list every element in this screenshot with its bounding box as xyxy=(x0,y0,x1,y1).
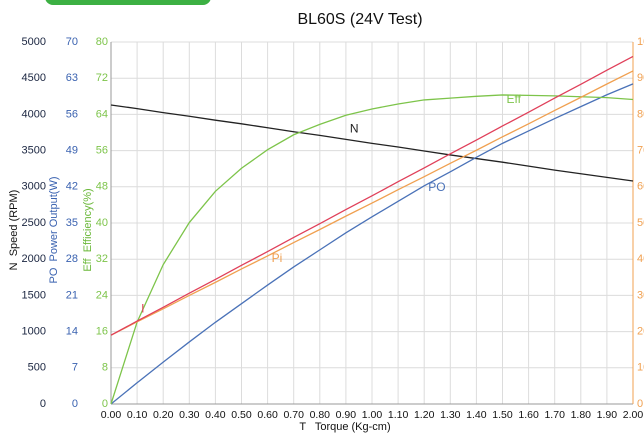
po-tick-label: 21 xyxy=(66,289,78,301)
series-line xyxy=(110,55,634,336)
y2-tick-label: 50 xyxy=(637,217,644,229)
po-tick-label: 42 xyxy=(66,181,78,193)
series-label: PO xyxy=(428,180,445,194)
series-label: I xyxy=(141,301,144,315)
x-tick-label: 0.20 xyxy=(153,409,174,421)
y-tick-label: 1000 xyxy=(22,326,46,338)
eff-tick-label: 56 xyxy=(96,145,108,157)
x-tick-label: 0.80 xyxy=(310,409,331,421)
eff-tick-label: 8 xyxy=(102,362,108,374)
x-tick-label: 0.40 xyxy=(205,409,226,421)
series-line xyxy=(110,70,634,336)
y-tick-label: 500 xyxy=(28,362,46,374)
y-tick-label: 3500 xyxy=(22,145,46,157)
y-axis-title: N Speed (RPM) xyxy=(8,190,20,271)
x-tick-label: 1.20 xyxy=(414,409,435,421)
y-tick-label: 4000 xyxy=(22,108,46,120)
x-tick-label: 1.10 xyxy=(388,409,409,421)
po-tick-label: 7 xyxy=(72,362,78,374)
y2-tick-label: 20 xyxy=(637,326,644,338)
eff-tick-label: 0 xyxy=(102,398,108,410)
series-line xyxy=(110,94,634,405)
eff-tick-label: 16 xyxy=(96,326,108,338)
po-tick-label: 35 xyxy=(66,217,78,229)
y2-tick-label: 100 xyxy=(637,36,644,48)
series-label: Eff xyxy=(507,92,522,106)
y-tick-label: 2500 xyxy=(22,217,46,229)
y-tick-label: 0 xyxy=(40,398,46,410)
y2-tick-label: 70 xyxy=(637,145,644,157)
x-tick-label: 0.70 xyxy=(283,409,304,421)
x-tick-label: 1.00 xyxy=(362,409,383,421)
y2-tick-label: 30 xyxy=(637,289,644,301)
y-tick-label: 4500 xyxy=(22,72,46,84)
po-tick-label: 14 xyxy=(66,326,78,338)
y2-tick-label: 90 xyxy=(637,72,644,84)
eff-tick-label: 40 xyxy=(96,217,108,229)
x-tick-label: 0.00 xyxy=(101,409,122,421)
eff-tick-label: 32 xyxy=(96,253,108,265)
y-tick-label: 1500 xyxy=(22,289,46,301)
y2-tick-label: 80 xyxy=(637,108,644,120)
po-tick-label: 70 xyxy=(66,36,78,48)
x-tick-label: 0.60 xyxy=(257,409,278,421)
series-line xyxy=(110,104,634,182)
x-tick-label: 0.90 xyxy=(336,409,357,421)
po-tick-label: 56 xyxy=(66,108,78,120)
x-tick-label: 0.30 xyxy=(179,409,200,421)
series-label: N xyxy=(350,122,359,136)
x-tick-label: 1.60 xyxy=(518,409,539,421)
series-line xyxy=(110,83,634,405)
x-tick-label: 1.30 xyxy=(440,409,461,421)
x-tick-label: 1.40 xyxy=(466,409,487,421)
eff-tick-label: 24 xyxy=(96,289,108,301)
y-tick-label: 3000 xyxy=(22,181,46,193)
y-tick-label: 2000 xyxy=(22,253,46,265)
chart-title: BL60S (24V Test) xyxy=(297,11,422,28)
x-tick-label: 1.90 xyxy=(597,409,618,421)
y2-tick-label: 10 xyxy=(637,362,644,374)
po-tick-label: 49 xyxy=(66,145,78,157)
header-button xyxy=(45,0,211,5)
po-tick-label: 63 xyxy=(66,72,78,84)
x-axis-title: T Torque (Kg-cm) xyxy=(299,421,390,433)
po-tick-label: 0 xyxy=(72,398,78,410)
y2-tick-label: 40 xyxy=(637,253,644,265)
eff-axis-title: Eff Efficiency(%) xyxy=(82,188,94,271)
x-tick-label: 1.80 xyxy=(571,409,592,421)
eff-tick-label: 48 xyxy=(96,181,108,193)
y2-tick-label: 60 xyxy=(637,181,644,193)
x-tick-label: 0.10 xyxy=(127,409,148,421)
x-tick-label: 1.70 xyxy=(544,409,565,421)
po-tick-label: 28 xyxy=(66,253,78,265)
x-tick-label: 1.50 xyxy=(492,409,513,421)
eff-tick-label: 64 xyxy=(96,108,108,120)
y2-tick-label: 0 xyxy=(637,398,643,410)
eff-tick-label: 72 xyxy=(96,72,108,84)
eff-tick-label: 80 xyxy=(96,36,108,48)
series-label: Pi xyxy=(272,251,283,265)
x-tick-label: 0.50 xyxy=(231,409,252,421)
x-tick-label: 2.00 xyxy=(623,409,644,421)
y-tick-label: 5000 xyxy=(22,36,46,48)
po-axis-title: PO Power Output(W) xyxy=(48,177,60,284)
